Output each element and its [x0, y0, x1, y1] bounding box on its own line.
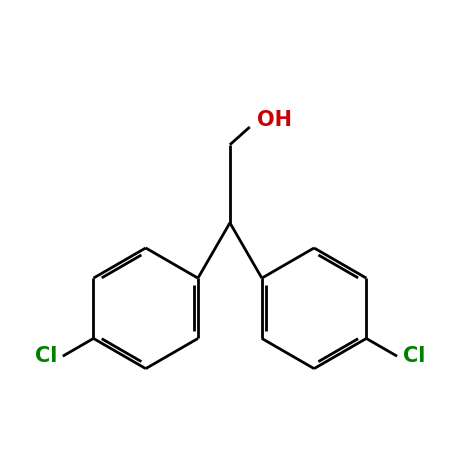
Text: OH: OH — [257, 110, 292, 130]
Text: Cl: Cl — [35, 346, 57, 366]
Text: Cl: Cl — [403, 346, 425, 366]
